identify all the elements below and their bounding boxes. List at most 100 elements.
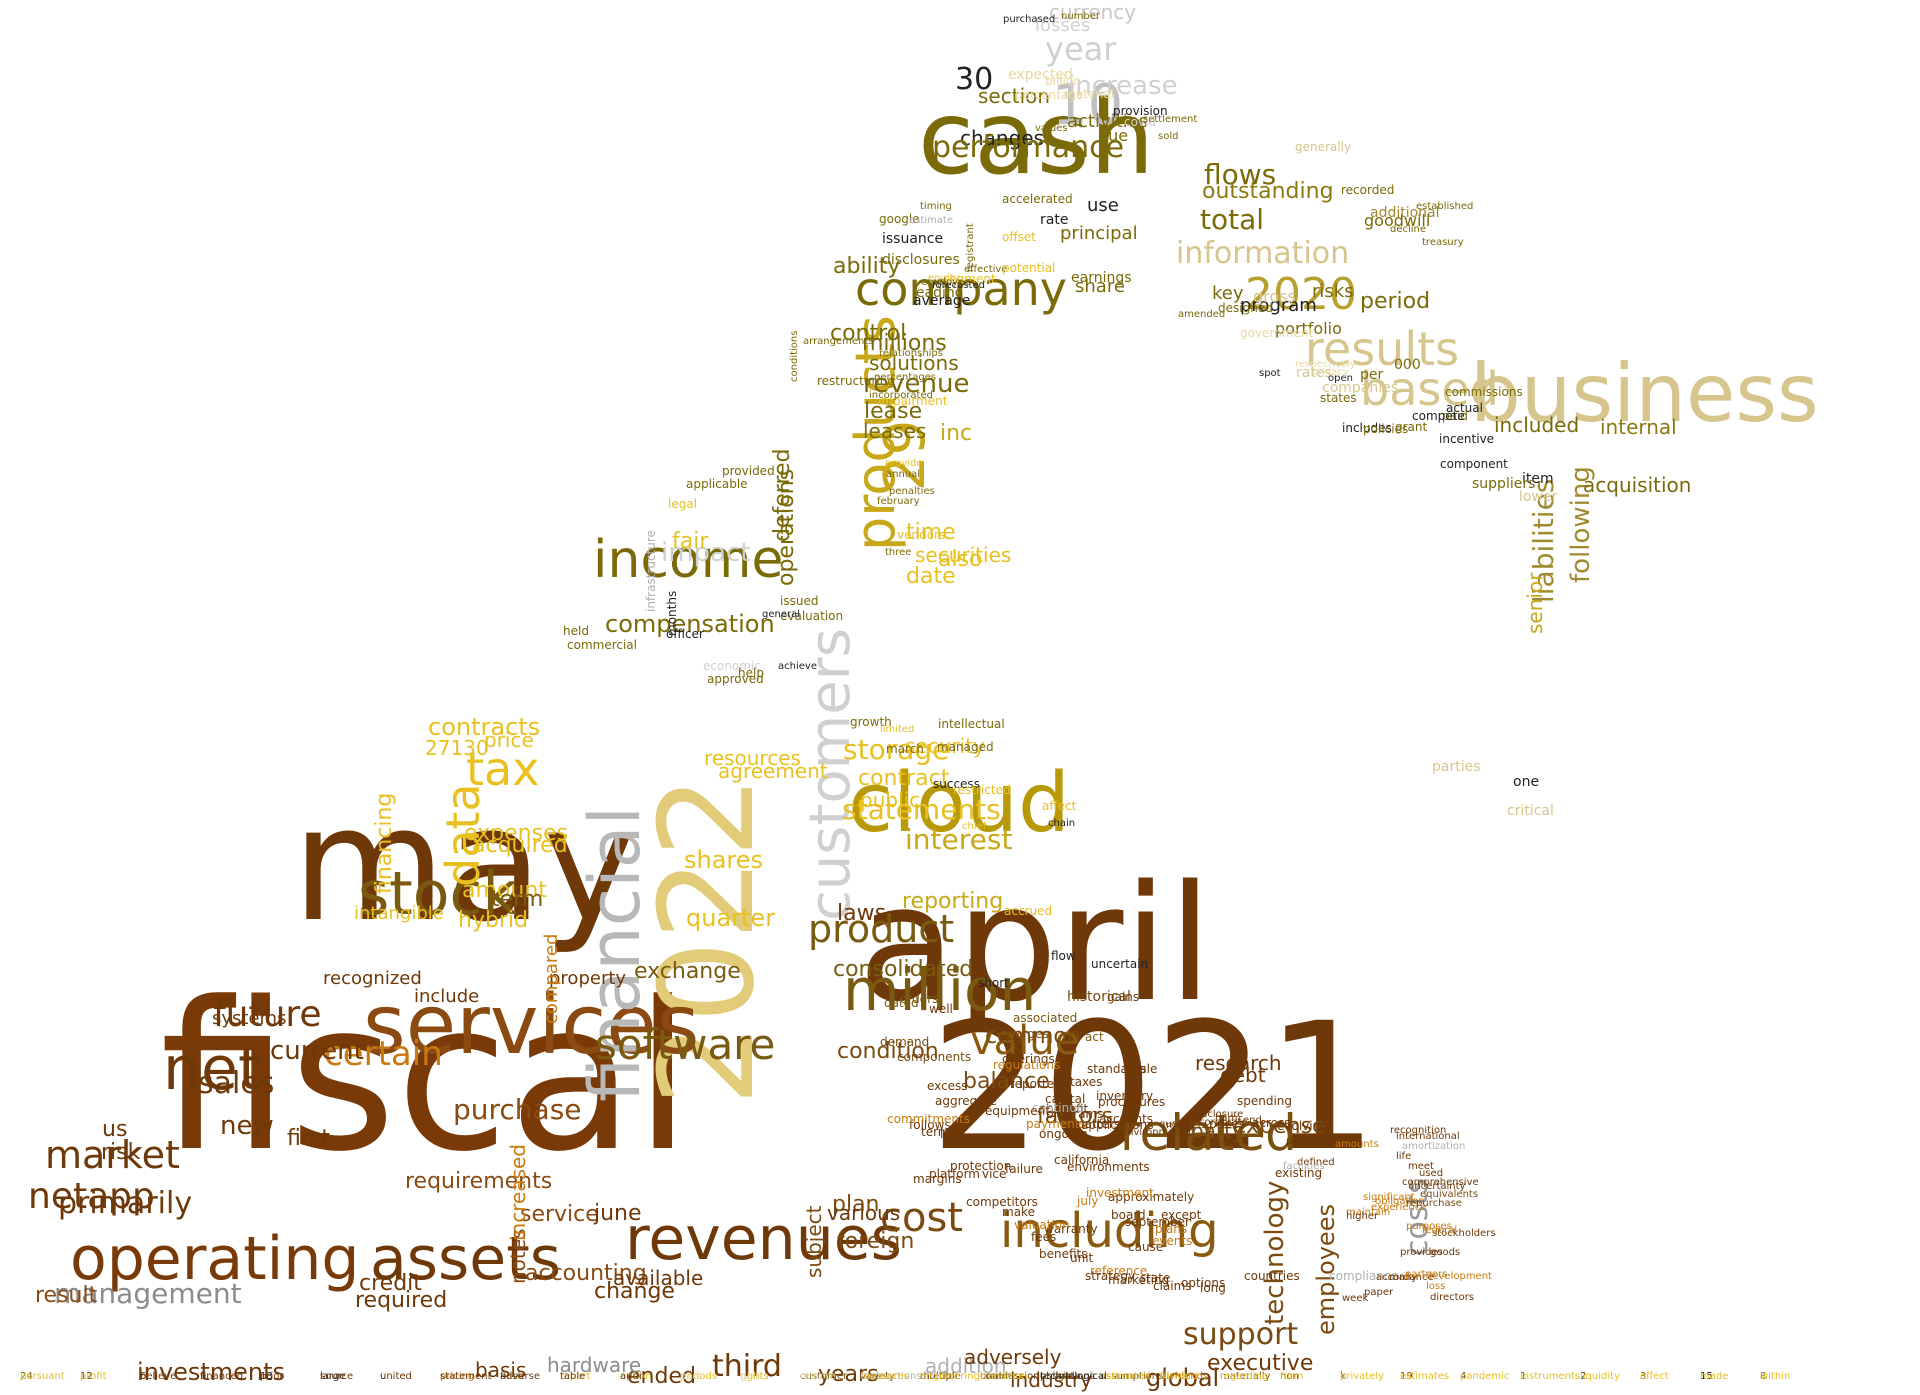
cloud-word: interest	[905, 823, 1013, 857]
cloud-word: conditions	[789, 330, 800, 382]
cloud-word: events	[1152, 1233, 1193, 1248]
cloud-word: requirements	[405, 1169, 553, 1195]
cloud-word: evaluation	[780, 608, 844, 623]
cloud-word: paper	[1364, 1286, 1394, 1298]
cloud-word: customer	[800, 1370, 848, 1382]
cloud-word: related	[1120, 1103, 1297, 1162]
cloud-word: 12	[80, 1370, 93, 1382]
cloud-word: stock	[358, 859, 518, 929]
cloud-word: term	[491, 887, 544, 913]
cloud-word: report	[560, 1370, 591, 1382]
cloud-word: annual	[886, 468, 921, 480]
cloud-word: comprehensive	[1402, 1176, 1479, 1188]
cloud-word: united	[380, 1370, 412, 1382]
cloud-word: research	[1195, 1051, 1282, 1075]
cloud-word: 27130	[425, 736, 489, 760]
cloud-word: party	[1191, 1119, 1244, 1143]
cloud-word: include	[414, 985, 480, 1007]
cloud-word: commitments	[887, 1111, 970, 1126]
cloud-word: per	[1360, 367, 1384, 384]
cloud-word: dated	[884, 995, 919, 1010]
cloud-word: strategy	[1085, 1268, 1136, 1283]
cloud-word: legal	[668, 496, 698, 511]
cloud-word: applications	[1081, 1117, 1154, 1132]
cloud-word: one	[1513, 774, 1540, 791]
cloud-word: equivalents	[1420, 1188, 1479, 1200]
cloud-word: 000	[1394, 357, 1421, 374]
cloud-word: held	[563, 623, 589, 638]
cloud-word: performance	[932, 129, 1125, 165]
cloud-word: period	[1360, 289, 1431, 315]
cloud-word: restricted	[953, 782, 1011, 797]
cloud-word: follows	[909, 1117, 951, 1132]
cloud-word: transition	[980, 1370, 1028, 1382]
cloud-word: made	[1700, 1370, 1729, 1382]
cloud-word: impact	[661, 537, 751, 568]
cloud-word: tax	[466, 741, 540, 796]
cloud-word: general	[762, 608, 801, 620]
cloud-word: flash	[500, 1370, 524, 1382]
cloud-word: cash	[918, 79, 1155, 199]
cloud-word: years	[818, 1362, 879, 1388]
cloud-word: statement	[440, 1370, 492, 1382]
cloud-word: 10	[1052, 73, 1124, 139]
cloud-word: markets	[1166, 1119, 1207, 1131]
cloud-word: value	[970, 1018, 1080, 1064]
cloud-word: millions	[862, 331, 947, 357]
cloud-word: chain	[1048, 817, 1076, 829]
cloud-word: programs	[1046, 1106, 1104, 1121]
cloud-word: provided	[722, 463, 775, 478]
cloud-word: ability	[833, 254, 901, 280]
cloud-word: purposes	[1406, 1220, 1452, 1232]
cloud-word: pandemic	[1460, 1370, 1510, 1382]
cloud-word: commercial	[567, 637, 637, 652]
cloud-word: balance	[963, 1069, 1050, 1095]
cloud-word: primarily	[58, 1185, 193, 1221]
cloud-word: revenue	[863, 368, 970, 399]
cloud-word: debt	[1220, 1063, 1266, 1087]
cloud-word: security	[905, 734, 985, 758]
cloud-word: payments	[1026, 1116, 1086, 1131]
cloud-word: resources	[704, 746, 801, 770]
cloud-word: benefit	[1046, 1101, 1089, 1116]
cloud-word: result	[35, 1283, 98, 1309]
cloud-word: environmental	[1121, 1126, 1194, 1138]
cloud-word: industry	[1010, 1368, 1092, 1392]
cloud-word: grant	[1395, 419, 1428, 434]
cloud-word: evolving	[1277, 1118, 1328, 1133]
cloud-word: first	[287, 1126, 330, 1152]
cloud-word: 2020	[1245, 268, 1357, 320]
cloud-word: accounts	[1099, 1111, 1154, 1126]
cloud-word: google	[879, 211, 920, 226]
cloud-word: periods	[680, 1370, 718, 1382]
cloud-word: due	[1098, 126, 1129, 146]
cloud-word: approved	[707, 671, 764, 686]
cloud-word: incorporated	[869, 389, 933, 401]
cloud-word: 1	[1520, 1370, 1527, 1382]
cloud-word: offset	[1002, 229, 1036, 244]
cloud-word: current	[270, 1035, 364, 1066]
cloud-word: demand	[880, 1034, 930, 1049]
cloud-word: flows	[1204, 158, 1277, 192]
cloud-word: year	[1045, 29, 1117, 68]
cloud-word: purchase	[453, 1093, 582, 1127]
cloud-word: segment	[943, 271, 996, 286]
cloud-word: effective	[964, 263, 1008, 275]
cloud-word: week	[1342, 1292, 1369, 1304]
cloud-word: technological	[1040, 1370, 1107, 1382]
cloud-word: equity	[928, 272, 960, 284]
cloud-word: 24	[20, 1370, 33, 1382]
cloud-word: amounts	[1335, 1138, 1379, 1150]
cloud-word: orders	[900, 991, 939, 1006]
cloud-word: key	[1212, 282, 1244, 304]
cloud-word: us	[102, 1117, 128, 1143]
cloud-word: pursuant	[20, 1370, 65, 1382]
cloud-word: public	[860, 788, 921, 812]
cloud-word: leading	[912, 285, 964, 302]
cloud-word: provide	[885, 457, 923, 469]
cloud-word: fiscal	[160, 958, 692, 1197]
cloud-word: sale	[1133, 1061, 1158, 1076]
cloud-word: federal	[1422, 1224, 1458, 1236]
cloud-word: risks	[1312, 280, 1354, 302]
cloud-word: june	[594, 1201, 642, 1227]
